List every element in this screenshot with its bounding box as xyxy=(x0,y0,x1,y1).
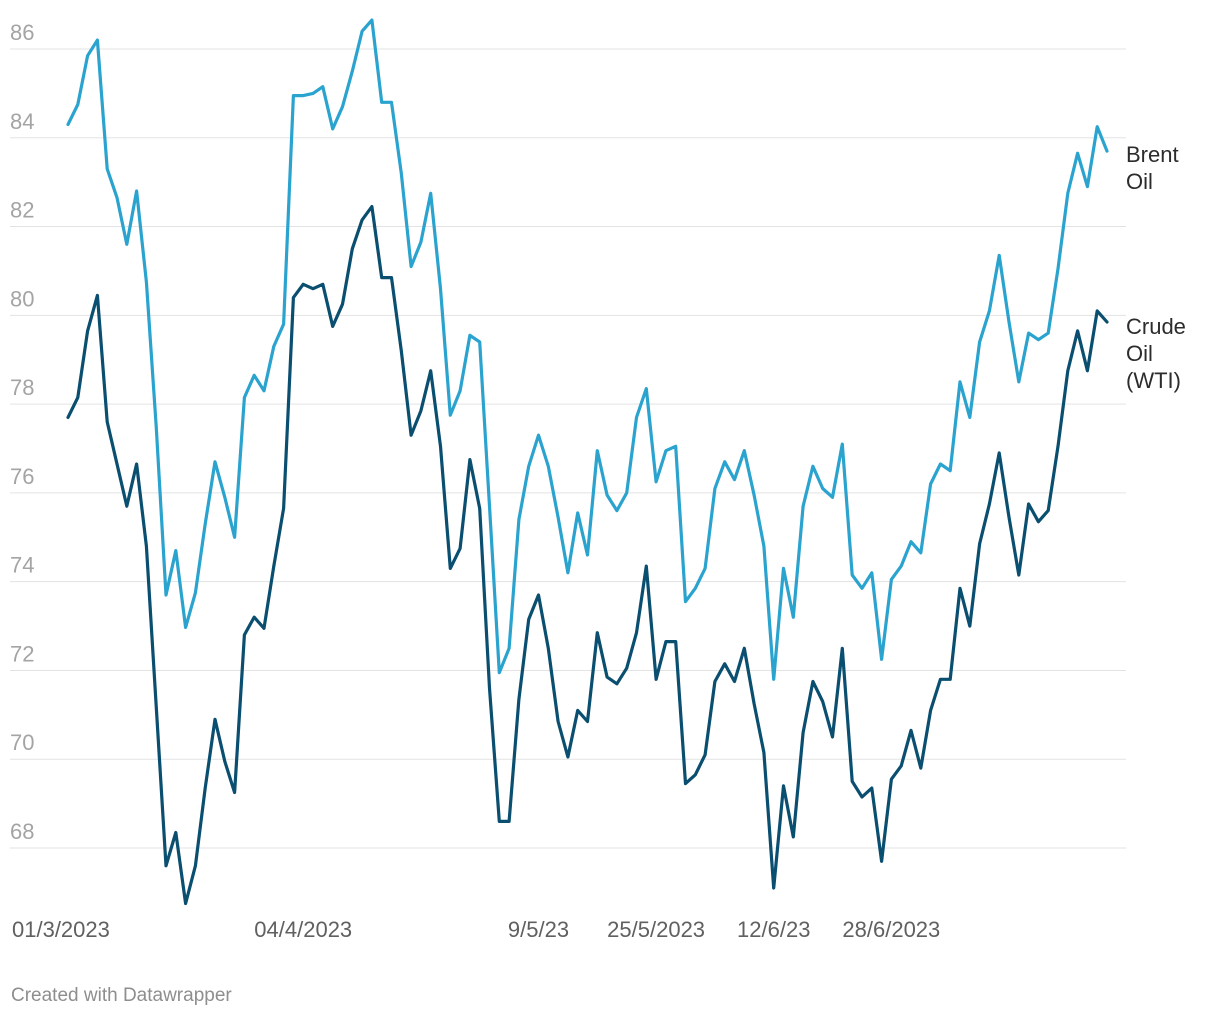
y-tick-label-70: 70 xyxy=(10,730,34,755)
x-tick-label-3: 25/5/2023 xyxy=(607,917,705,942)
x-tick-label-5: 28/6/2023 xyxy=(842,917,940,942)
credit-text: Created with Datawrapper xyxy=(11,985,232,1006)
x-tick-label-0: 01/3/2023 xyxy=(12,917,110,942)
y-tick-label-72: 72 xyxy=(10,641,34,666)
series-label-1: Crude Oil (WTI) xyxy=(1126,314,1186,393)
x-tick-label-4: 12/6/23 xyxy=(737,917,810,942)
x-axis-ticks: 01/3/2023 04/4/2023 9/5/23 25/5/2023 12/6/23… xyxy=(12,917,940,942)
series-label-0-line-0: Brent xyxy=(1126,142,1179,167)
y-tick-label-76: 76 xyxy=(10,464,34,489)
series-label-1-line-2: (WTI) xyxy=(1126,368,1181,393)
series-label-1-line-1: Oil xyxy=(1126,341,1153,366)
y-tick-label-78: 78 xyxy=(10,375,34,400)
x-tick-label-2: 9/5/23 xyxy=(508,917,569,942)
y-axis-ticks: 68 70 72 74 76 78 80 82 84 86 xyxy=(10,20,34,844)
y-tick-label-84: 84 xyxy=(10,109,34,134)
series-label-0-line-1: Oil xyxy=(1126,169,1153,194)
series-line-1 xyxy=(66,205,1109,906)
series-label-0: Brent Oil xyxy=(1126,142,1179,194)
grid-lines xyxy=(10,48,1126,849)
y-tick-label-74: 74 xyxy=(10,553,34,578)
y-tick-label-86: 86 xyxy=(10,20,34,45)
series-line-0 xyxy=(66,18,1109,681)
x-tick-label-1: 04/4/2023 xyxy=(254,917,352,942)
y-tick-label-82: 82 xyxy=(10,198,34,223)
series-lines xyxy=(66,18,1109,906)
y-tick-label-68: 68 xyxy=(10,819,34,844)
series-label-1-line-0: Crude xyxy=(1126,314,1186,339)
y-tick-label-80: 80 xyxy=(10,286,34,311)
